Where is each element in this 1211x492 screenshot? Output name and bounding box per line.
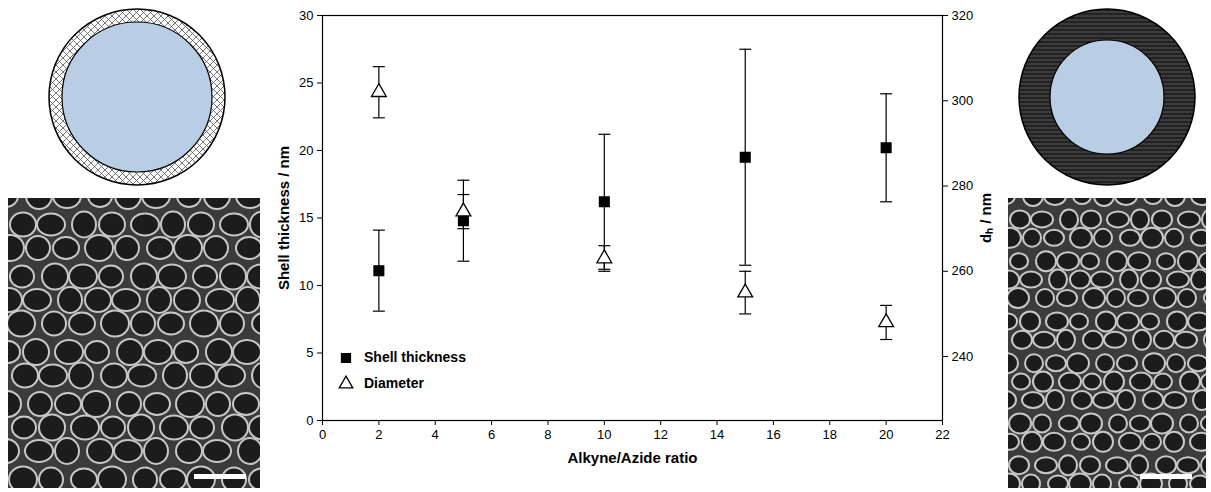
svg-text:15: 15	[299, 210, 313, 225]
html-text:Diameter: Diameter	[364, 375, 424, 391]
svg-text:6: 6	[488, 427, 495, 442]
svg-text:2: 2	[375, 427, 382, 442]
svg-text:260: 260	[952, 263, 974, 278]
svg-text:16: 16	[766, 427, 780, 442]
svg-text:8: 8	[544, 427, 551, 442]
svg-text:Shell thickness / nm: Shell thickness / nm	[275, 146, 292, 290]
svg-text:300: 300	[952, 93, 974, 108]
svg-text:18: 18	[823, 427, 837, 442]
svg-text:Alkyne/Azide ratio: Alkyne/Azide ratio	[567, 449, 697, 466]
svg-text:0: 0	[306, 413, 313, 428]
svg-text:14: 14	[710, 427, 724, 442]
svg-text:22: 22	[935, 427, 949, 442]
svg-text:5: 5	[306, 345, 313, 360]
svg-text:320: 320	[952, 8, 974, 23]
svg-text:20: 20	[879, 427, 893, 442]
svg-text:10: 10	[299, 278, 313, 293]
svg-text:20: 20	[299, 143, 313, 158]
svg-text:280: 280	[952, 178, 974, 193]
svg-text:12: 12	[653, 427, 667, 442]
html-text:Shell thickness: Shell thickness	[364, 349, 466, 365]
svg-text:4: 4	[432, 427, 439, 442]
svg-text:240: 240	[952, 349, 974, 364]
svg-text:10: 10	[597, 427, 611, 442]
svg-text:30: 30	[299, 8, 313, 23]
svg-text:dₕ / nm: dₕ / nm	[977, 193, 994, 243]
svg-text:25: 25	[299, 75, 313, 90]
svg-text:0: 0	[319, 427, 326, 442]
